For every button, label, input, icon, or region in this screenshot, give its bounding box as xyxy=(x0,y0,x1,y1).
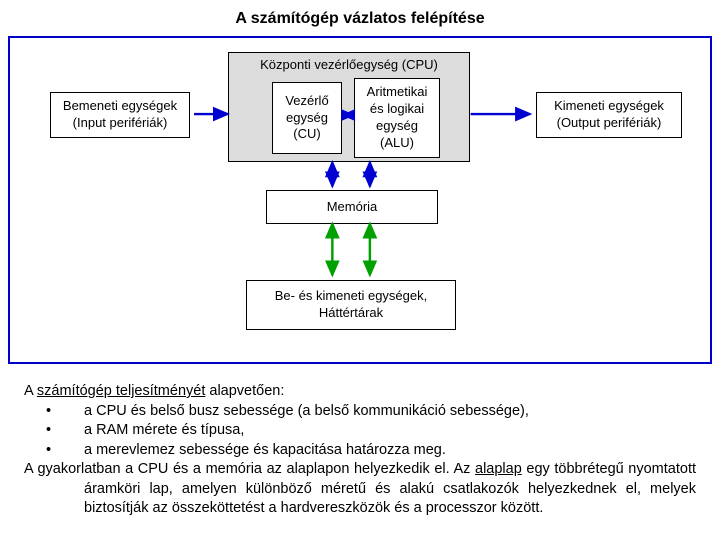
diagram-frame: Központi vezérlőegység (CPU) Bemeneti eg… xyxy=(8,36,712,364)
lead-b: alapvetően: xyxy=(205,383,284,399)
bullet-dot: • xyxy=(24,402,84,422)
lead-line: A számítógép teljesítményét alapvetően: xyxy=(24,382,696,402)
bullet-dot: • xyxy=(24,421,84,441)
paragraph-2: A gyakorlatban a CPU és a memória az ala… xyxy=(24,460,696,519)
cu-box: Vezérlőegység(CU) xyxy=(272,82,342,154)
bullet-2: • a RAM mérete és típusa, xyxy=(24,421,696,441)
p2-underline: alaplap xyxy=(475,461,522,477)
lead-underline: számítógép teljesítményét xyxy=(37,383,205,399)
io-box: Be- és kimeneti egységek,Háttértárak xyxy=(246,280,456,330)
body-text: A számítógép teljesítményét alapvetően: … xyxy=(24,382,696,519)
memory-box-text: Memória xyxy=(327,199,378,216)
io-box-text: Be- és kimeneti egységek,Háttértárak xyxy=(275,288,427,322)
bullet-2-text: a RAM mérete és típusa, xyxy=(84,421,696,441)
alu-box-text: Aritmetikaiés logikaiegység(ALU) xyxy=(367,84,428,152)
page-title: A számítógép vázlatos felépítése xyxy=(0,0,720,36)
bullet-3: • a merevlemez sebessége és kapacitása h… xyxy=(24,441,696,461)
alu-box: Aritmetikaiés logikaiegység(ALU) xyxy=(354,78,440,158)
memory-box: Memória xyxy=(266,190,438,224)
input-box-text: Bemeneti egységek(Input perifériák) xyxy=(63,98,177,132)
input-box: Bemeneti egységek(Input perifériák) xyxy=(50,92,190,138)
bullet-3-text: a merevlemez sebessége és kapacitása hat… xyxy=(84,441,696,461)
bullet-1: • a CPU és belső busz sebessége (a belső… xyxy=(24,402,696,422)
output-box: Kimeneti egységek(Output perifériák) xyxy=(536,92,682,138)
lead-a: A xyxy=(24,383,37,399)
cpu-label: Központi vezérlőegység (CPU) xyxy=(229,57,469,72)
p2-a: A gyakorlatban a CPU és a memória az ala… xyxy=(24,461,475,477)
bullet-dot: • xyxy=(24,441,84,461)
cu-box-text: Vezérlőegység(CU) xyxy=(285,93,328,144)
bullet-1-text: a CPU és belső busz sebessége (a belső k… xyxy=(84,402,696,422)
output-box-text: Kimeneti egységek(Output perifériák) xyxy=(554,98,664,132)
